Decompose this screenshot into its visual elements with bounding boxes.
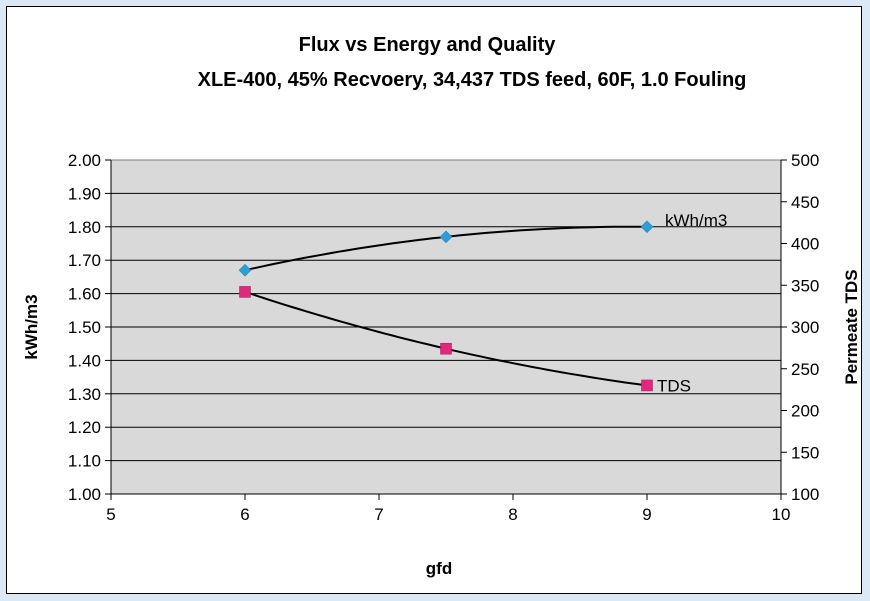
y-tick-label: 1.90 [68, 184, 101, 203]
data-point-tds [440, 342, 452, 355]
y2-tick-label: 400 [791, 235, 819, 254]
x-tick-label: 10 [772, 505, 791, 524]
y2-tick-label: 450 [791, 193, 819, 212]
x-tick-label: 8 [508, 505, 517, 524]
y-tick-label: 1.40 [68, 351, 101, 370]
data-point-kwh [238, 263, 252, 277]
x-axis-title: gfd [426, 559, 452, 578]
y-tick-label: 1.20 [68, 418, 101, 437]
y2-tick-label: 300 [791, 318, 819, 337]
data-point-tds [239, 286, 251, 298]
series-label: kWh/m3 [665, 211, 727, 230]
series-group: kWh/m3 TDS [238, 211, 727, 395]
x-tick-label: 7 [374, 505, 383, 524]
x-tick-label: 9 [642, 505, 651, 524]
y-tick-label: 1.50 [68, 318, 101, 337]
gridlines [111, 192, 781, 462]
y2-tick-label: 250 [791, 360, 819, 379]
left-axis-ticks: 1.00 1.10 1.20 1.30 1.40 1.50 1.60 1.70 1.80 1.90… [68, 151, 111, 504]
chart-svg: Flux vs Energy and Quality XLE-400, 45% … [22, 34, 861, 578]
data-point-tds [641, 379, 653, 392]
y2-tick-label: 100 [791, 485, 819, 504]
right-axis-ticks: 100 150 200 250 300 350 400 450 500 [781, 151, 819, 504]
y2-tick-label: 500 [791, 151, 819, 170]
y-tick-label: 1.70 [68, 251, 101, 270]
series-label: TDS [657, 376, 691, 395]
data-point-kwh [439, 230, 453, 244]
y-tick-label: 2.00 [68, 151, 101, 170]
x-tick-label: 5 [106, 505, 115, 524]
y-axis-title: kWh/m3 [22, 294, 41, 359]
data-point-kwh [640, 220, 654, 234]
y2-axis-title: Permeate TDS [842, 269, 861, 384]
x-axis-ticks: 5 6 7 8 9 10 [106, 494, 790, 524]
y-tick-label: 1.10 [68, 452, 101, 471]
y2-tick-label: 200 [791, 402, 819, 421]
chart-subtitle: XLE-400, 45% Recvoery, 34,437 TDS feed, … [198, 69, 747, 91]
y2-tick-label: 150 [791, 443, 819, 462]
chart-frame: Flux vs Energy and Quality XLE-400, 45% … [6, 6, 862, 594]
y-tick-label: 1.80 [68, 218, 101, 237]
x-tick-label: 6 [240, 505, 249, 524]
y2-tick-label: 350 [791, 276, 819, 295]
y-tick-label: 1.30 [68, 385, 101, 404]
chart-title: Flux vs Energy and Quality [299, 34, 557, 56]
y-tick-label: 1.00 [68, 485, 101, 504]
y-tick-label: 1.60 [68, 285, 101, 304]
